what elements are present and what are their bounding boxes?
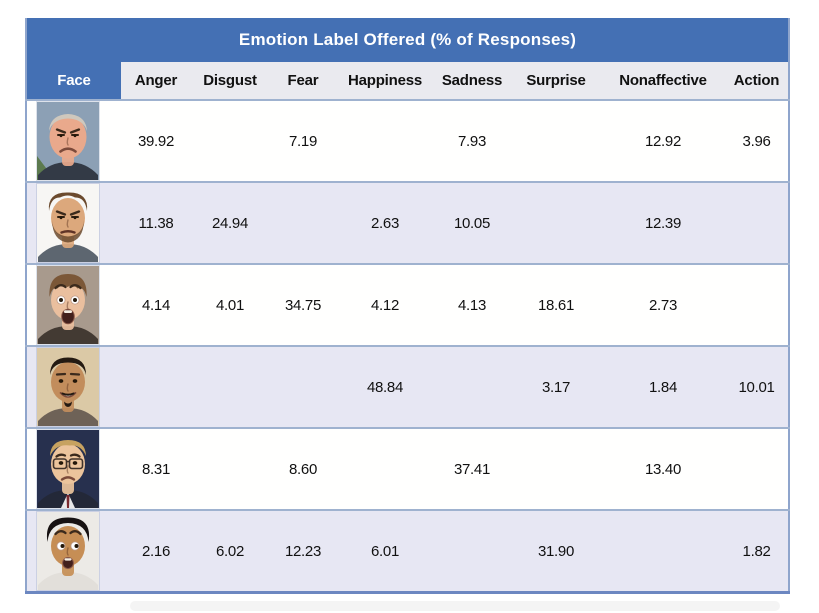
- emotion-table: Emotion Label Offered (% of Responses) F…: [25, 18, 791, 594]
- value-cell-disgust: [191, 100, 269, 182]
- value-cell-surprise: [511, 428, 601, 510]
- value-cell-disgust: [191, 346, 269, 428]
- value-cell-sadness: [433, 346, 511, 428]
- value-cell-disgust: 6.02: [216, 542, 244, 560]
- header-row: Face Anger Disgust Fear Happiness Sadness Sur…: [26, 62, 790, 100]
- value-cell-surprise: 3.17: [542, 378, 570, 396]
- value-cell-nonaffective: 2.73: [649, 296, 677, 314]
- value-cell-sadness: 10.05: [453, 214, 491, 232]
- value-cell-happiness: 48.84: [366, 378, 404, 396]
- table-row: 11.38 24.94 2.63 10.05 12.39: [26, 182, 790, 264]
- face-image-surprised-man: [37, 512, 99, 590]
- table-row: 8.31 8.60 37.41 13.40: [26, 428, 790, 510]
- value-cell-anger: 4.14: [142, 296, 170, 314]
- value-cell-fear: [269, 182, 337, 264]
- column-header-fear: Fear: [269, 62, 337, 100]
- value-cell-surprise: 18.61: [537, 296, 575, 314]
- table-title: Emotion Label Offered (% of Responses): [26, 18, 790, 62]
- value-cell-fear: 12.23: [284, 542, 322, 560]
- table-row: 39.92 7.19 7.93 12.92 3.96: [26, 100, 790, 182]
- face-cell: [26, 100, 121, 182]
- value-cell-action: [725, 428, 789, 510]
- face-cell: [26, 346, 121, 428]
- face-image-angry-man: [37, 102, 99, 180]
- face-cell: [26, 264, 121, 346]
- face-cell: [26, 428, 121, 510]
- value-cell-nonaffective: 1.84: [649, 378, 677, 396]
- column-header-face: Face: [26, 62, 121, 100]
- column-header-sadness: Sadness: [433, 62, 511, 100]
- value-cell-surprise: 31.90: [537, 542, 575, 560]
- value-cell-happiness: [337, 100, 433, 182]
- value-cell-happiness: [337, 428, 433, 510]
- value-cell-surprise: [511, 100, 601, 182]
- value-cell-fear: 34.75: [284, 296, 322, 314]
- value-cell-nonaffective: [601, 510, 725, 593]
- face-cell: [26, 510, 121, 593]
- column-header-disgust: Disgust: [191, 62, 269, 100]
- value-cell-nonaffective: 12.92: [644, 132, 682, 150]
- column-header-action: Action: [725, 62, 790, 100]
- value-cell-happiness: 4.12: [371, 296, 399, 314]
- value-cell-happiness: 2.63: [371, 214, 399, 232]
- table-body: 39.92 7.19 7.93 12.92 3.96 11.38 24.94 2.63 10.0…: [26, 100, 790, 593]
- value-cell-sadness: 7.93: [458, 132, 486, 150]
- column-header-surprise: Surprise: [511, 62, 601, 100]
- value-cell-action: [725, 264, 789, 346]
- value-cell-sadness: 4.13: [458, 296, 486, 314]
- value-cell-sadness: [433, 510, 511, 593]
- face-cell: [26, 182, 121, 264]
- value-cell-nonaffective: 13.40: [644, 460, 682, 478]
- value-cell-fear: 8.60: [289, 460, 317, 478]
- value-cell-fear: 7.19: [289, 132, 317, 150]
- face-image-sad-man-glasses: [37, 430, 99, 508]
- column-header-anger: Anger: [121, 62, 191, 100]
- table-row: 2.16 6.02 12.23 6.01 31.90 1.82: [26, 510, 790, 593]
- value-cell-action: 3.96: [742, 132, 771, 150]
- value-cell-anger: 8.31: [142, 460, 170, 478]
- value-cell-surprise: [511, 182, 601, 264]
- face-image-scowling-bearded-man: [37, 184, 99, 262]
- value-cell-anger: [121, 346, 191, 428]
- value-cell-action: 1.82: [742, 542, 771, 560]
- value-cell-disgust: [191, 428, 269, 510]
- value-cell-sadness: 37.41: [453, 460, 491, 478]
- value-cell-disgust: 4.01: [216, 296, 244, 314]
- value-cell-nonaffective: 12.39: [644, 214, 682, 232]
- value-cell-fear: [269, 346, 337, 428]
- face-image-frightened-child: [37, 266, 99, 344]
- page-bottom-band: [130, 601, 780, 611]
- value-cell-anger: 39.92: [137, 132, 175, 150]
- column-header-nonaffective: Nonaffective: [601, 62, 725, 100]
- value-cell-anger: 2.16: [142, 542, 170, 560]
- column-header-happiness: Happiness: [337, 62, 433, 100]
- value-cell-happiness: 6.01: [371, 542, 399, 560]
- value-cell-action: [725, 182, 789, 264]
- face-image-smiling-man: [37, 348, 99, 426]
- table-row: 4.14 4.01 34.75 4.12 4.13 18.61 2.73: [26, 264, 790, 346]
- banner-row: Emotion Label Offered (% of Responses): [26, 18, 790, 62]
- table-row: 48.84 3.17 1.84 10.01: [26, 346, 790, 428]
- value-cell-disgust: 24.94: [211, 214, 249, 232]
- value-cell-action: 10.01: [738, 378, 775, 396]
- value-cell-anger: 11.38: [138, 214, 174, 232]
